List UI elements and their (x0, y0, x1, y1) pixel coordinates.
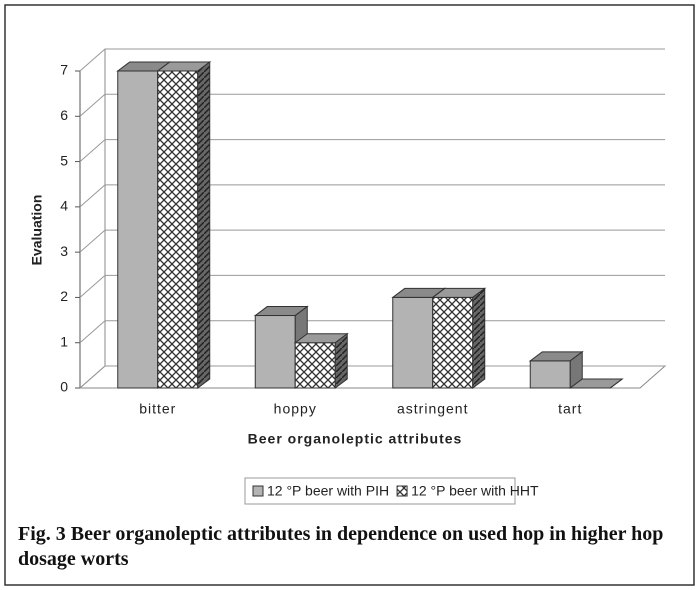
legend-box (244, 477, 516, 505)
y-tick-label: 5 (60, 152, 68, 168)
legend-label: 12 °P beer with PIH (267, 483, 389, 499)
bar (432, 296, 474, 389)
grid-line (79, 93, 665, 117)
caption: Fig. 3 Beer organoleptic attributes in d… (18, 523, 664, 570)
bar-side (609, 378, 623, 389)
x-tick-label: bitter (139, 401, 176, 417)
y-tick-label: 1 (60, 333, 68, 349)
y-tick-label: 7 (60, 62, 68, 78)
grid-line (79, 229, 665, 253)
x-tick-label: astringent (397, 401, 468, 417)
grid-line (79, 184, 665, 208)
bar (117, 70, 159, 389)
grid-line (79, 139, 665, 162)
bar (157, 70, 199, 389)
y-tick-label: 3 (60, 243, 68, 259)
bar (529, 360, 571, 389)
bar (294, 342, 336, 389)
y-tick-label: 2 (60, 288, 68, 304)
bar-side (472, 287, 486, 389)
x-tick-label: tart (558, 401, 582, 417)
bar-side (334, 332, 348, 389)
y-tick-label: 4 (60, 198, 68, 214)
legend-label: 12 °P beer with HHT (411, 483, 539, 499)
frame (4, 4, 695, 586)
bar (392, 296, 434, 389)
x-axis-label: Beer organoleptic attributes (248, 431, 463, 447)
legend-swatch (252, 485, 264, 497)
bar (254, 315, 296, 389)
grid-line (79, 48, 665, 72)
y-tick-label: 6 (60, 107, 68, 123)
y-tick-label: 0 (60, 379, 68, 395)
x-tick-label: hoppy (274, 401, 317, 417)
grid-line (79, 274, 665, 298)
legend-swatch (396, 485, 408, 497)
y-axis-label: Evaluation (29, 195, 45, 266)
bar-side (197, 61, 211, 389)
